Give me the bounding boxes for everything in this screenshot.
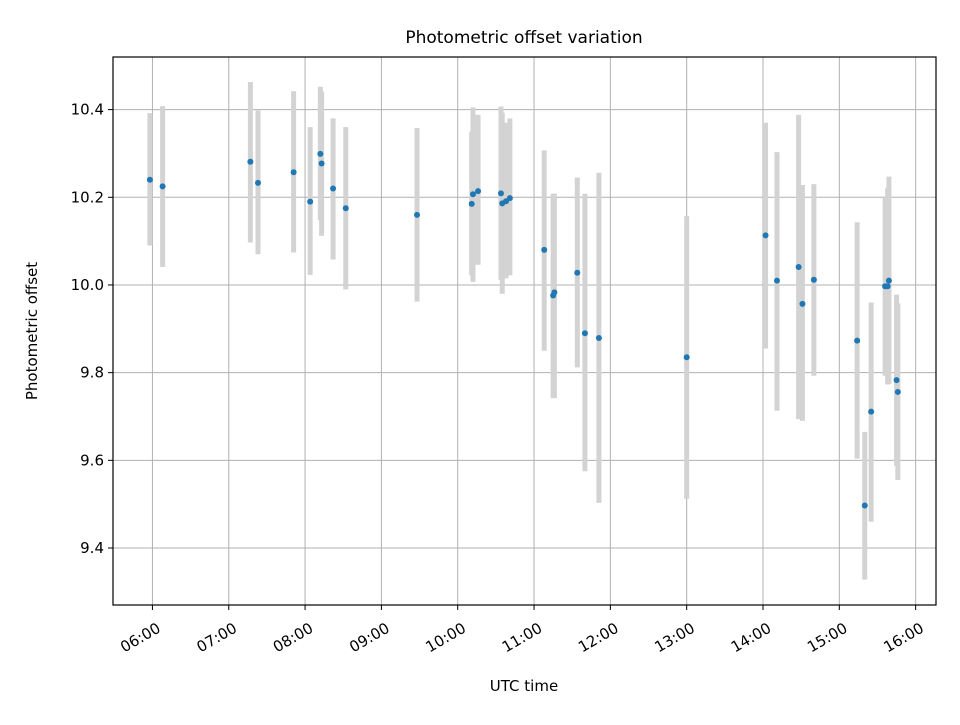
data-point bbox=[506, 195, 513, 202]
plot-frame bbox=[112, 56, 937, 606]
data-points bbox=[146, 150, 901, 509]
y-tick-label: 9.8 bbox=[80, 364, 104, 382]
data-point bbox=[893, 377, 900, 384]
data-point bbox=[146, 176, 153, 183]
x-axis-label: UTC time bbox=[490, 677, 558, 695]
data-point bbox=[884, 283, 891, 290]
y-tick-label: 10.0 bbox=[71, 276, 104, 294]
data-point bbox=[810, 276, 817, 283]
data-point bbox=[795, 263, 802, 270]
data-point bbox=[683, 354, 690, 361]
data-point bbox=[574, 269, 581, 276]
data-point bbox=[885, 277, 892, 284]
data-point bbox=[773, 277, 780, 284]
data-point bbox=[762, 232, 769, 239]
data-point bbox=[475, 188, 482, 195]
y-tick-label: 10.4 bbox=[71, 101, 104, 119]
data-point bbox=[581, 330, 588, 337]
data-point bbox=[330, 185, 337, 192]
y-tick-label: 9.6 bbox=[80, 451, 104, 469]
data-point bbox=[497, 190, 504, 197]
data-point bbox=[541, 246, 548, 253]
data-point bbox=[342, 205, 349, 212]
data-point bbox=[595, 335, 602, 342]
chart-title: Photometric offset variation bbox=[405, 28, 642, 48]
data-point bbox=[247, 158, 254, 165]
data-point bbox=[894, 388, 901, 395]
data-point bbox=[317, 150, 324, 157]
data-point bbox=[868, 408, 875, 415]
data-point bbox=[159, 183, 166, 190]
data-point bbox=[861, 502, 868, 509]
data-point bbox=[290, 169, 297, 176]
data-point bbox=[551, 289, 558, 296]
y-tick-label: 10.2 bbox=[71, 188, 104, 206]
data-point bbox=[318, 160, 325, 167]
y-axis-ticks: 9.4 9.6 9.8 10.0 10.2 10.4 bbox=[71, 101, 113, 557]
data-point bbox=[414, 211, 421, 218]
y-axis-label: Photometric offset bbox=[23, 262, 41, 400]
data-point bbox=[854, 337, 861, 344]
data-point bbox=[468, 200, 475, 207]
data-point bbox=[799, 300, 806, 307]
data-point bbox=[255, 179, 262, 186]
data-point bbox=[469, 191, 476, 198]
y-tick-label: 9.4 bbox=[80, 539, 104, 557]
data-point bbox=[307, 198, 314, 205]
